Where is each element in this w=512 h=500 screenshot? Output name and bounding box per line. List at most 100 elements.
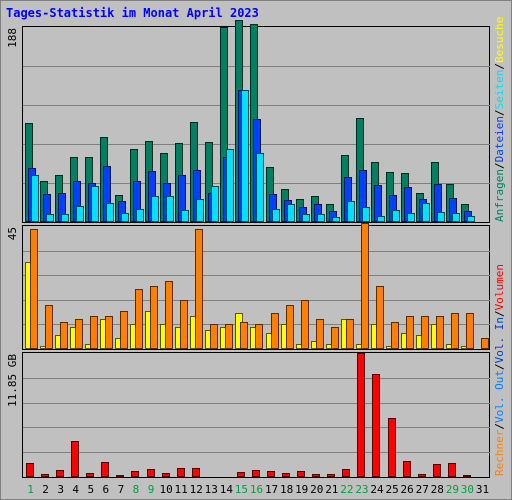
bar-volumen-day-20 xyxy=(312,474,320,477)
bar-rechner-day-26 xyxy=(406,316,414,349)
bar-rechner-day-3 xyxy=(60,322,68,349)
x-tick-label-day-15: 15 xyxy=(235,483,248,496)
x-tick-label-day-5: 5 xyxy=(87,483,94,496)
legend-top-separator: / xyxy=(493,162,506,169)
legend-item-vol-out: Vol. Out xyxy=(493,370,506,423)
bar-rechner-day-10 xyxy=(165,281,173,349)
legend-item-vol-in: Vol. In xyxy=(493,317,506,363)
bar-volumen-day-27 xyxy=(418,474,426,477)
x-tick-label-day-14: 14 xyxy=(220,483,234,496)
bar-volumen-day-15 xyxy=(237,472,245,477)
bar-rechner-day-13 xyxy=(210,324,218,349)
bar-volumen-day-17 xyxy=(267,471,275,477)
x-tick-label-day-3: 3 xyxy=(57,483,64,496)
bar-rechner-day-6 xyxy=(105,316,113,349)
x-tick-label-day-8: 8 xyxy=(133,483,140,496)
x-tick-label-day-2: 2 xyxy=(42,483,49,496)
bar-seiten-day-10 xyxy=(166,196,174,222)
bar-seiten-day-2 xyxy=(46,214,54,222)
panel-volume-frame xyxy=(22,352,490,478)
x-tick-label-day-12: 12 xyxy=(190,483,203,496)
bar-volumen-day-30 xyxy=(463,475,471,477)
bar-seiten-day-8 xyxy=(136,209,144,222)
bar-seiten-day-18 xyxy=(287,204,295,222)
bar-rechner-day-22 xyxy=(346,319,354,349)
bar-volumen-day-9 xyxy=(147,469,155,477)
x-tick-label-day-28: 28 xyxy=(431,483,444,496)
x-tick-label-day-26: 26 xyxy=(401,483,414,496)
bar-volumen-day-2 xyxy=(41,474,49,477)
bar-rechner-day-27 xyxy=(421,316,429,349)
bar-rechner-day-31 xyxy=(481,338,489,349)
bar-rechner-day-23 xyxy=(361,223,369,349)
panel-visits-ymax-label: 45 xyxy=(6,227,19,240)
bar-seiten-day-13 xyxy=(211,186,219,222)
x-tick-label-day-6: 6 xyxy=(103,483,110,496)
bar-rechner-day-1 xyxy=(30,229,38,349)
bar-seiten-day-12 xyxy=(196,199,204,222)
bar-seiten-day-9 xyxy=(151,196,159,222)
bar-rechner-day-19 xyxy=(301,300,309,349)
x-tick-label-day-17: 17 xyxy=(265,483,278,496)
panel-volume-ymax-label: 11.85 GB xyxy=(6,354,19,407)
bar-volumen-day-7 xyxy=(116,475,124,477)
bar-volumen-day-4 xyxy=(71,441,79,477)
legend-top-separator: / xyxy=(493,109,506,116)
bar-volumen-day-26 xyxy=(403,461,411,477)
x-tick-label-day-11: 11 xyxy=(175,483,188,496)
bar-volumen-day-16 xyxy=(252,470,260,477)
bar-volumen-day-28 xyxy=(433,464,441,477)
x-tick-label-day-23: 23 xyxy=(355,483,368,496)
bar-seiten-day-25 xyxy=(392,210,400,222)
bar-rechner-day-25 xyxy=(391,322,399,349)
bar-rechner-day-4 xyxy=(75,319,83,349)
bar-seiten-day-24 xyxy=(377,216,385,222)
bar-seiten-day-23 xyxy=(362,207,370,222)
x-tick-label-day-1: 1 xyxy=(27,483,34,496)
x-tick-label-day-13: 13 xyxy=(205,483,218,496)
x-tick-label-day-20: 20 xyxy=(310,483,323,496)
bar-rechner-day-17 xyxy=(271,313,279,349)
x-axis-labels: 1 2 3 4 5 6 7 8 9 10 11 12 13 14 15 16 17 18 19 20 21 22 23 24 2… xyxy=(27,483,489,496)
bar-volumen-day-25 xyxy=(388,418,396,477)
bar-seiten-day-6 xyxy=(106,203,114,222)
bar-rechner-day-24 xyxy=(376,286,384,349)
x-tick-label-day-24: 24 xyxy=(370,483,384,496)
bar-volumen-day-19 xyxy=(297,471,305,477)
bar-rechner-day-8 xyxy=(135,289,143,349)
x-tick-label-day-10: 10 xyxy=(159,483,172,496)
bar-volumen-day-29 xyxy=(448,463,456,477)
x-tick-label-day-21: 21 xyxy=(325,483,338,496)
bar-volumen-day-23 xyxy=(357,353,365,477)
bar-seiten-day-1 xyxy=(31,175,39,222)
legend-top-separator: / xyxy=(493,63,506,70)
bar-seiten-day-17 xyxy=(272,209,280,222)
bar-seiten-day-30 xyxy=(467,216,475,222)
legend-item-dateien: Dateien xyxy=(493,116,506,162)
bar-rechner-day-2 xyxy=(45,305,53,349)
bar-seiten-day-28 xyxy=(437,212,445,222)
legend-top: Anfragen/Dateien/Seiten/Besuche xyxy=(493,17,506,222)
x-tick-label-day-16: 16 xyxy=(250,483,263,496)
x-tick-label-day-19: 19 xyxy=(295,483,308,496)
bar-rechner-day-30 xyxy=(466,313,474,349)
bar-volumen-day-10 xyxy=(162,473,170,477)
bar-seiten-day-16 xyxy=(256,153,264,222)
bar-volumen-day-12 xyxy=(192,468,200,477)
bar-rechner-day-5 xyxy=(90,316,98,349)
bar-volumen-day-5 xyxy=(86,473,94,477)
bar-rechner-day-9 xyxy=(150,286,158,349)
legend-bottom-separator: / xyxy=(493,310,506,317)
panel-visits: 45 xyxy=(6,223,490,350)
bar-volumen-day-6 xyxy=(101,462,109,477)
bar-volumen-day-8 xyxy=(131,471,139,477)
x-tick-label-day-31: 31 xyxy=(476,483,489,496)
bar-rechner-day-15 xyxy=(240,322,248,349)
x-tick-label-day-22: 22 xyxy=(340,483,353,496)
legend-bottom-separator: / xyxy=(493,423,506,430)
bar-seiten-day-5 xyxy=(91,186,99,222)
x-tick-label-day-18: 18 xyxy=(280,483,293,496)
legend-bottom: Rechner/Vol. Out/Vol. In/Volumen xyxy=(493,264,506,476)
x-tick-label-day-30: 30 xyxy=(461,483,474,496)
